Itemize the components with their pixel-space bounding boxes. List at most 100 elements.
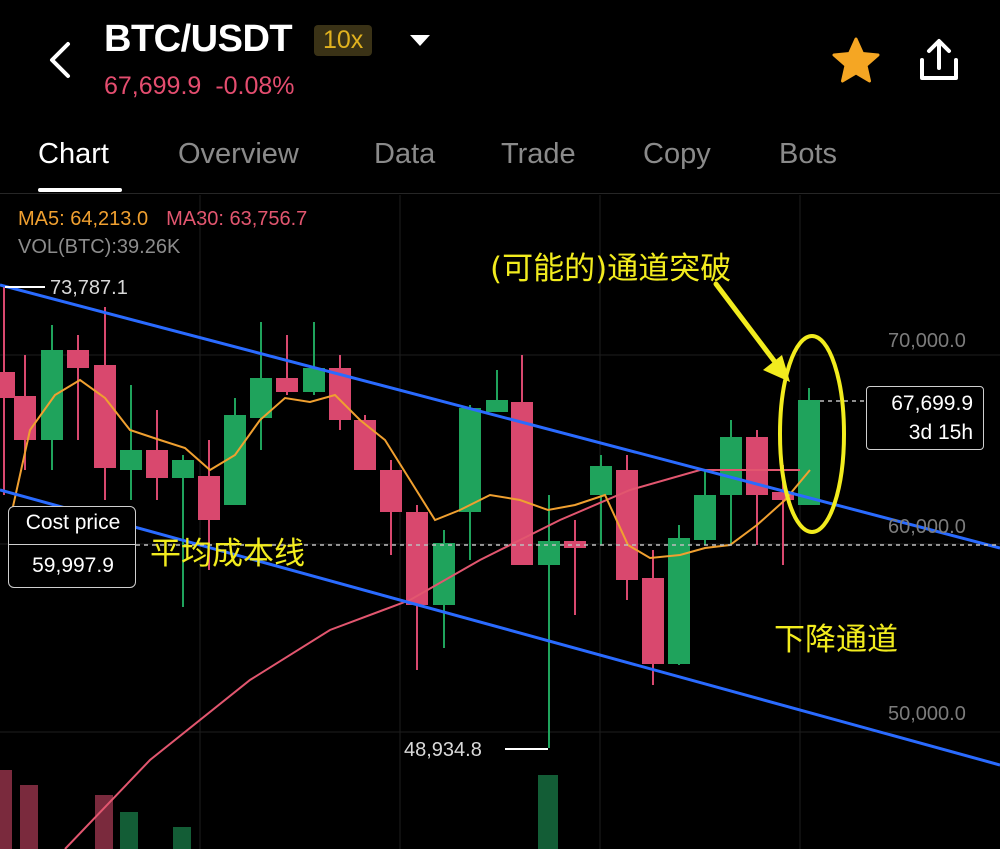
candle-body: [406, 512, 428, 605]
share-icon: [920, 39, 958, 80]
candle: [406, 505, 428, 670]
candle-body: [224, 415, 246, 505]
candle: [380, 460, 402, 555]
axis-label-60k: 60,000.0: [888, 516, 966, 538]
candle-body: [694, 495, 716, 540]
channel-lower-line: [0, 488, 1000, 767]
candle-body: [616, 470, 638, 580]
candle-body: [564, 541, 586, 548]
volume-bars: [0, 770, 558, 849]
breakout-arrow: [713, 281, 778, 365]
current-price-value: 67,699.9: [891, 392, 973, 415]
candle: [616, 455, 638, 600]
candle: [120, 385, 142, 500]
candle-body: [798, 400, 820, 505]
candle-body: [67, 350, 89, 368]
leverage-badge[interactable]: 10x: [314, 25, 373, 56]
high-price-label: 73,787.1: [50, 277, 128, 299]
tab-bots[interactable]: Bots: [779, 138, 838, 170]
candle-body: [303, 368, 325, 392]
candle: [668, 525, 690, 665]
tab-overview[interactable]: Overview: [178, 138, 299, 170]
candle: [486, 370, 508, 412]
candle: [0, 285, 15, 495]
current-price-box: 67,699.9 3d 15h: [866, 386, 984, 450]
pair-title[interactable]: BTC/USDT: [104, 18, 293, 60]
candle: [67, 335, 89, 440]
price-summary: 67,699.9 -0.08%: [104, 72, 309, 101]
cost-price-value: 59,997.9: [32, 554, 114, 577]
candle-body: [172, 460, 194, 478]
channel-annotation: 下降通道: [774, 622, 898, 658]
chevron-left-icon: [50, 42, 70, 78]
candle: [94, 307, 116, 500]
active-tab-indicator: [38, 188, 122, 192]
candle-body: [772, 492, 794, 500]
candle-body: [146, 450, 168, 478]
ma5-value: MA5: 64,213.0: [18, 208, 149, 230]
candle-body: [0, 372, 15, 398]
candle-body: [198, 476, 220, 520]
ma5-line: [9, 378, 811, 560]
candle-body: [746, 437, 768, 495]
ma-legend: MA5: 64,213.0 MA30: 63,756.7: [18, 208, 307, 231]
candle-body: [433, 543, 455, 605]
candle: [250, 322, 272, 450]
share-button[interactable]: [914, 36, 964, 86]
avg-cost-annotation: 平均成本线: [150, 536, 305, 572]
candle-body: [250, 378, 272, 418]
candle: [694, 470, 716, 545]
back-button[interactable]: [42, 38, 82, 82]
candles: [0, 285, 820, 748]
cost-price-title: Cost price: [25, 511, 121, 534]
candle-body: [41, 350, 63, 440]
candle-body: [14, 396, 36, 440]
ma30-value: MA30: 63,756.7: [166, 208, 308, 230]
candle: [642, 550, 664, 685]
candle: [511, 355, 533, 565]
breakout-annotation: (可能的)通道突破: [490, 251, 732, 287]
candle: [538, 495, 560, 748]
candle: [433, 530, 455, 648]
candle-body: [380, 470, 402, 512]
candle-body: [590, 466, 612, 495]
tab-chart[interactable]: Chart: [38, 138, 109, 170]
candle-body: [354, 420, 376, 470]
tab-bar: Chart Overview Data Trade Copy Bots: [0, 132, 1000, 194]
cost-price-divider: [9, 544, 135, 545]
candle-body: [459, 408, 481, 512]
candle: [798, 388, 820, 505]
candle-body: [486, 400, 508, 412]
ma30-line: [64, 469, 800, 849]
breakout-ellipse: [778, 334, 846, 534]
tab-data[interactable]: Data: [374, 138, 436, 170]
tab-copy[interactable]: Copy: [643, 138, 711, 170]
candle: [172, 455, 194, 607]
pair-dropdown-button[interactable]: [402, 26, 438, 56]
axis-label-70k: 70,000.0: [888, 330, 966, 352]
candle-body: [538, 541, 560, 565]
last-price: 67,699.9: [104, 72, 202, 100]
cost-price-box[interactable]: Cost price 59,997.9: [8, 506, 136, 588]
low-price-label: 48,934.8: [404, 739, 482, 761]
candle: [720, 420, 742, 545]
candle-body: [276, 378, 298, 392]
grid: [0, 195, 1000, 849]
candle: [224, 398, 246, 505]
axis-label-50k: 50,000.0: [888, 703, 966, 725]
channel-upper-line: [0, 283, 1000, 550]
tab-trade[interactable]: Trade: [501, 138, 576, 170]
candle: [146, 410, 168, 500]
candlestick-chart[interactable]: [0, 195, 1000, 849]
header: BTC/USDT 10x 67,699.9 -0.08%: [0, 0, 1000, 120]
favorite-button[interactable]: [830, 36, 882, 86]
star-icon: [832, 37, 880, 83]
candle: [303, 322, 325, 395]
candle-body: [511, 402, 533, 565]
candle-body: [642, 578, 664, 664]
candle-body: [329, 368, 351, 420]
chart-canvas: [0, 195, 1000, 849]
candle-body: [668, 538, 690, 664]
candle-body: [94, 365, 116, 468]
candle: [276, 335, 298, 395]
